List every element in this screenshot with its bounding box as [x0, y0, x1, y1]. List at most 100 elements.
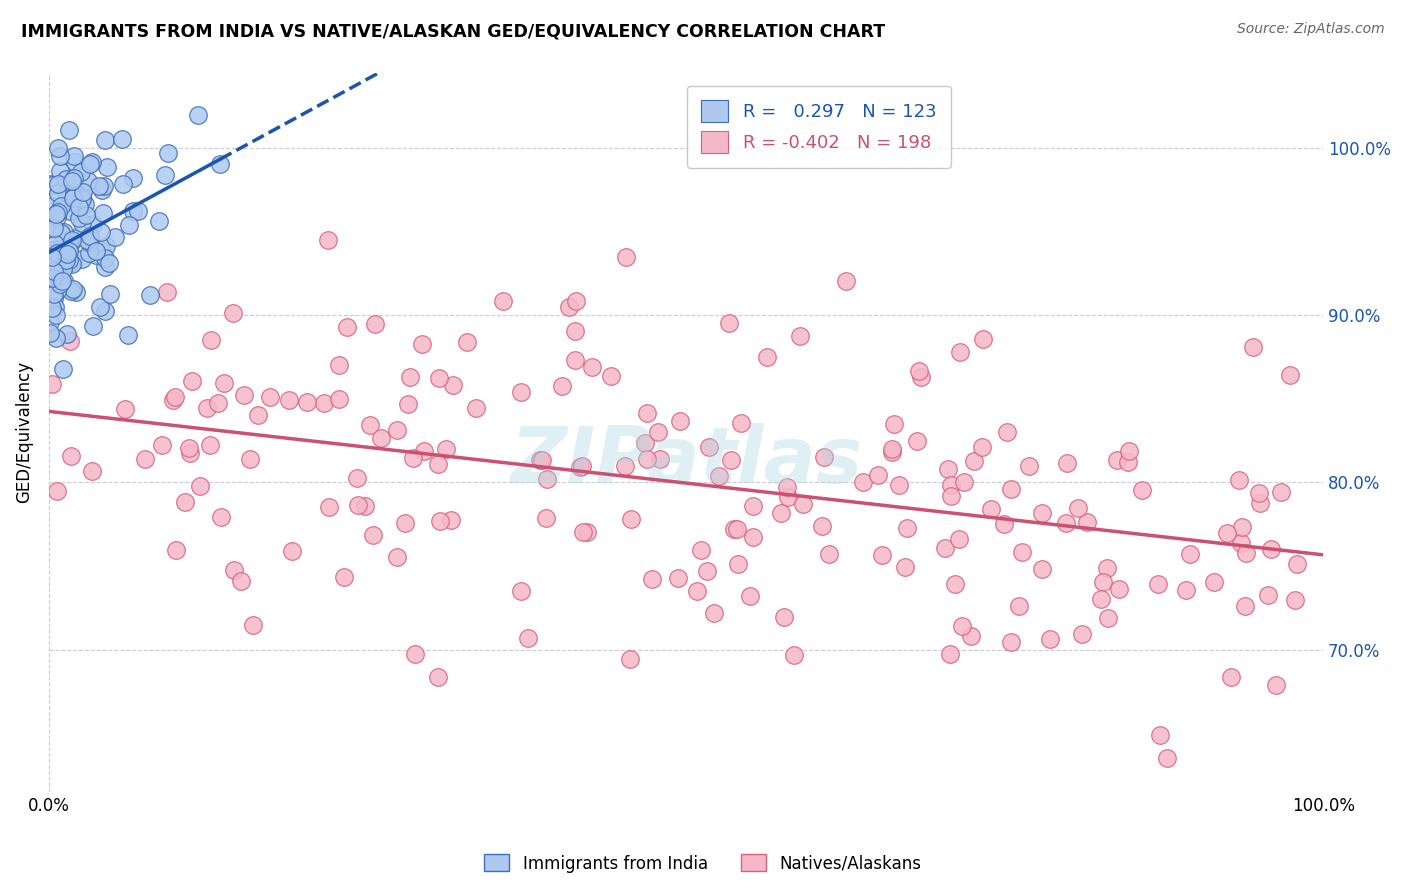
Point [195, 401, 218, 415]
Point [247, 409, 270, 423]
Point [44, 264, 66, 278]
Point [1234, 546, 1257, 560]
Point [866, 467, 889, 482]
Point [259, 390, 281, 404]
Point [45, 331, 67, 345]
Point [44, 287, 66, 301]
Point [214, 376, 236, 391]
Point [354, 499, 377, 513]
Point [153, 168, 176, 182]
Point [87, 179, 110, 194]
Point [333, 570, 356, 584]
Point [427, 370, 450, 384]
Point [686, 583, 709, 598]
Point [139, 288, 162, 302]
Point [364, 317, 387, 331]
Point [188, 479, 211, 493]
Point [42, 291, 65, 305]
Point [91, 206, 114, 220]
Point [492, 293, 515, 308]
Point [174, 495, 197, 509]
Point [690, 543, 713, 558]
Point [79, 229, 101, 244]
Point [94, 252, 117, 266]
Point [150, 438, 173, 452]
Point [1241, 340, 1264, 354]
Point [62, 255, 84, 269]
Point [79, 156, 101, 170]
Point [551, 379, 574, 393]
Point [741, 500, 763, 514]
Point [239, 451, 262, 466]
Point [697, 441, 720, 455]
Point [910, 370, 932, 384]
Point [58, 244, 80, 259]
Point [1116, 455, 1139, 469]
Point [720, 453, 742, 467]
Point [84, 244, 107, 259]
Point [45, 309, 67, 323]
Point [77, 245, 100, 260]
Point [938, 647, 960, 661]
Point [89, 300, 111, 314]
Point [620, 511, 643, 525]
Point [55, 252, 77, 267]
Point [59, 334, 82, 349]
Point [1018, 458, 1040, 473]
Point [1260, 541, 1282, 556]
Point [1284, 593, 1306, 607]
Point [242, 617, 264, 632]
Point [122, 171, 145, 186]
Point [1249, 496, 1271, 510]
Point [59, 285, 82, 299]
Point [41, 301, 63, 315]
Point [98, 256, 121, 270]
Point [70, 190, 93, 204]
Point [852, 475, 875, 489]
Point [46, 245, 69, 260]
Point [411, 337, 433, 351]
Point [361, 528, 384, 542]
Point [41, 178, 63, 192]
Point [385, 549, 408, 564]
Point [58, 253, 80, 268]
Point [79, 235, 101, 250]
Point [60, 256, 83, 270]
Point [41, 261, 63, 276]
Point [810, 518, 832, 533]
Point [385, 423, 408, 437]
Point [696, 564, 718, 578]
Point [972, 332, 994, 346]
Point [776, 490, 799, 504]
Point [82, 217, 104, 231]
Point [949, 344, 972, 359]
Point [59, 449, 82, 463]
Point [63, 231, 86, 245]
Point [1108, 582, 1130, 596]
Point [39, 315, 62, 329]
Point [46, 186, 69, 200]
Point [641, 572, 664, 586]
Point [80, 464, 103, 478]
Point [90, 183, 112, 197]
Point [1249, 485, 1271, 500]
Point [402, 450, 425, 465]
Point [429, 514, 451, 528]
Point [441, 378, 464, 392]
Point [94, 304, 117, 318]
Point [941, 478, 963, 492]
Point [318, 500, 340, 515]
Point [782, 648, 804, 662]
Point [59, 238, 82, 252]
Point [45, 262, 67, 277]
Point [534, 511, 557, 525]
Point [717, 317, 740, 331]
Point [179, 445, 201, 459]
Point [41, 288, 63, 302]
Legend: Immigrants from India, Natives/Alaskans: Immigrants from India, Natives/Alaskans [478, 847, 928, 880]
Point [723, 523, 745, 537]
Point [647, 425, 669, 439]
Point [894, 560, 917, 574]
Point [46, 204, 69, 219]
Point [938, 462, 960, 476]
